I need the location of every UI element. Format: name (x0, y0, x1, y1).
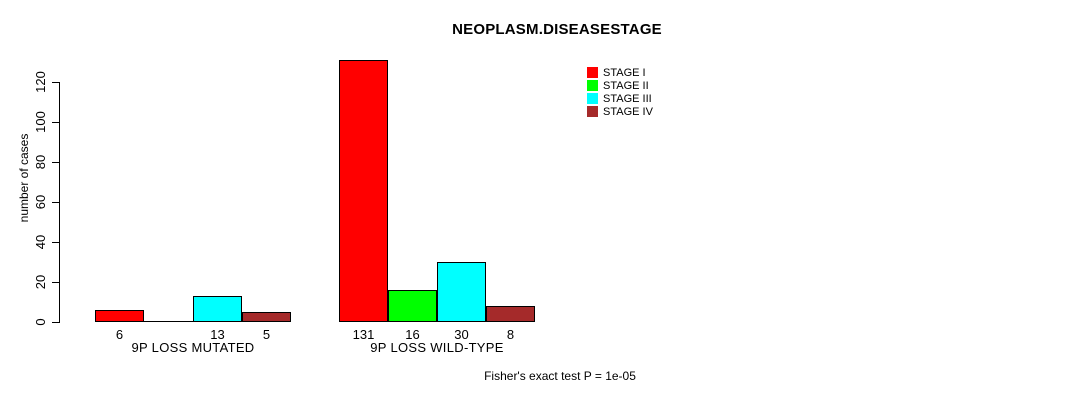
bar-0-0 (95, 310, 144, 322)
legend-row: STAGE III (587, 92, 653, 105)
y-axis-tick (52, 82, 59, 83)
y-axis-tick-label: 80 (32, 154, 48, 170)
y-axis-tick-label: 40 (32, 234, 48, 250)
legend-swatch-icon (587, 106, 598, 117)
bar-value-label: 13 (210, 327, 225, 342)
y-axis-tick (52, 322, 59, 323)
bar-1-1 (388, 290, 437, 322)
chart-title: NEOPLASM.DISEASESTAGE (452, 21, 662, 38)
y-axis-line (59, 82, 60, 323)
y-axis-tick (52, 202, 59, 203)
bar-value-label: 131 (352, 327, 375, 342)
y-axis-tick-label: 0 (32, 318, 48, 326)
y-axis-tick-label: 20 (32, 274, 48, 290)
legend: STAGE I STAGE II STAGE III STAGE IV (587, 66, 653, 118)
bar-value-label: 8 (506, 327, 515, 342)
bar-0-1 (339, 60, 388, 322)
y-axis-tick (52, 282, 59, 283)
x-axis-group-label: 9P LOSS MUTATED (131, 340, 255, 355)
footnote: Fisher's exact test P = 1e-05 (484, 369, 636, 383)
legend-swatch-icon (587, 93, 598, 104)
bar-value-label: 6 (115, 327, 124, 342)
legend-row: STAGE IV (587, 105, 653, 118)
legend-swatch-icon (587, 67, 598, 78)
legend-swatch-icon (587, 80, 598, 91)
legend-label: STAGE II (603, 79, 649, 92)
legend-label: STAGE I (603, 66, 646, 79)
bar-3-1 (486, 306, 535, 322)
y-axis-label: number of cases (17, 133, 31, 223)
legend-row: STAGE II (587, 79, 653, 92)
bar-2-1 (437, 262, 486, 322)
bar-3-0 (242, 312, 291, 322)
bar-value-label: 5 (262, 327, 271, 342)
legend-label: STAGE IV (603, 105, 653, 118)
y-axis-tick (52, 242, 59, 243)
y-axis-tick-label: 60 (32, 194, 48, 210)
bar-value-label: 30 (454, 327, 469, 342)
y-axis-tick-label: 100 (32, 111, 48, 133)
bar-zero-1-0 (144, 321, 193, 322)
y-axis-tick (52, 122, 59, 123)
bar-value-label: 16 (405, 327, 420, 342)
y-axis-tick-label: 120 (32, 71, 48, 93)
x-axis-group-label: 9P LOSS WILD-TYPE (370, 340, 504, 355)
legend-row: STAGE I (587, 66, 653, 79)
legend-label: STAGE III (603, 92, 652, 105)
y-axis-tick (52, 162, 59, 163)
bar-2-0 (193, 296, 242, 322)
